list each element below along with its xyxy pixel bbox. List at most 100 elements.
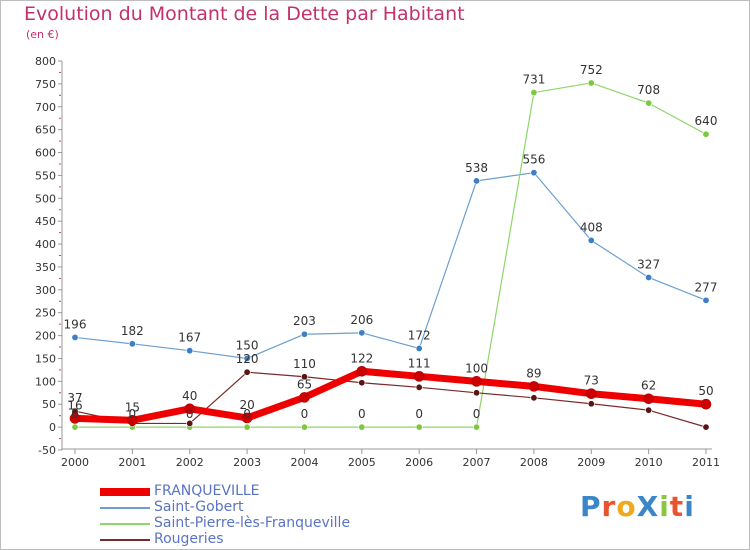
series-point-rougeries xyxy=(530,394,538,402)
series-point-franqueville xyxy=(700,398,712,410)
brand-letter: r xyxy=(601,490,617,523)
legend-item-franqueville: FRANQUEVILLE xyxy=(100,483,420,500)
data-label-saint-pierre-l-s-franqueville: 640 xyxy=(695,114,718,128)
legend-label-rougeries: Rougeries xyxy=(154,531,224,547)
data-label-saint-pierre-l-s-franqueville: 0 xyxy=(415,407,423,421)
data-label-saint-pierre-l-s-franqueville: 0 xyxy=(358,407,366,421)
series-point-saint-gobert xyxy=(358,329,366,337)
series-point-saint-gobert xyxy=(300,330,308,338)
y-tick-label: 600 xyxy=(35,147,56,160)
data-label-franqueville: 100 xyxy=(465,361,488,375)
data-label-rougeries: 110 xyxy=(293,357,316,371)
series-point-saint-pierre-l-s-franqueville xyxy=(530,89,538,97)
x-tick-label: 2008 xyxy=(520,456,548,469)
y-tick-label: 200 xyxy=(35,330,56,343)
legend-label-franqueville: FRANQUEVILLE xyxy=(154,483,260,499)
data-label-saint-gobert: 408 xyxy=(580,220,603,234)
series-point-saint-gobert xyxy=(530,169,538,177)
series-point-franqueville xyxy=(299,392,310,403)
y-tick-label: 750 xyxy=(35,78,56,91)
x-tick-label: 2004 xyxy=(290,456,318,469)
data-label-saint-gobert: 196 xyxy=(64,317,87,331)
legend-label-saint-pierre-l-s-franqueville: Saint-Pierre-lès-Franqueville xyxy=(154,515,351,531)
series-point-saint-pierre-l-s-franqueville xyxy=(300,423,308,431)
y-tick-label: 350 xyxy=(35,261,56,274)
series-line-saint-pierre-l-s-franqueville xyxy=(75,82,707,428)
y-tick-label: 550 xyxy=(35,169,56,182)
data-label-saint-gobert: 327 xyxy=(637,257,660,271)
y-tick-label: -50 xyxy=(38,444,56,457)
series-point-franqueville xyxy=(356,365,368,377)
series-point-saint-gobert xyxy=(71,333,79,341)
y-tick-label: 650 xyxy=(35,124,56,137)
data-label-saint-gobert: 206 xyxy=(350,313,373,327)
data-label-saint-pierre-l-s-franqueville: 708 xyxy=(637,83,660,97)
series-point-franqueville xyxy=(585,388,597,400)
series-point-franqueville xyxy=(184,403,196,415)
chart-subtitle: (en €) xyxy=(26,28,59,41)
series-point-saint-pierre-l-s-franqueville xyxy=(358,423,366,431)
legend-swatch-rougeries xyxy=(100,539,150,541)
data-label-saint-gobert: 182 xyxy=(121,324,144,338)
data-label-saint-gobert: 277 xyxy=(695,280,718,294)
legend-item-saint-pierre-l-s-franqueville: Saint-Pierre-lès-Franqueville xyxy=(100,515,420,532)
data-label-franqueville: 50 xyxy=(698,384,713,398)
x-tick-label: 2006 xyxy=(405,456,433,469)
y-tick-label: 250 xyxy=(35,307,56,320)
series-point-franqueville xyxy=(413,371,425,382)
data-label-franqueville: 65 xyxy=(297,377,312,391)
y-tick-label: 50 xyxy=(42,398,56,411)
data-label-saint-gobert: 172 xyxy=(408,328,431,342)
series-point-saint-gobert xyxy=(128,340,136,348)
data-label-saint-gobert: 538 xyxy=(465,161,488,175)
y-tick-label: 300 xyxy=(35,284,56,297)
data-label-saint-pierre-l-s-franqueville: 0 xyxy=(243,407,251,421)
data-label-saint-pierre-l-s-franqueville: 0 xyxy=(473,407,481,421)
series-point-rougeries xyxy=(358,379,366,387)
series-point-saint-gobert xyxy=(473,177,481,185)
x-tick-label: 2010 xyxy=(635,456,663,469)
y-tick-label: 0 xyxy=(49,421,56,434)
data-label-saint-pierre-l-s-franqueville: 731 xyxy=(522,73,545,87)
series-point-franqueville xyxy=(241,412,253,424)
data-label-saint-pierre-l-s-franqueville: 0 xyxy=(186,407,194,421)
brand-letter: o xyxy=(616,490,637,523)
legend-item-saint-gobert: Saint-Gobert xyxy=(100,499,420,516)
series-point-saint-pierre-l-s-franqueville xyxy=(587,79,595,87)
legend-swatch-franqueville xyxy=(100,488,150,496)
y-tick-label: 450 xyxy=(35,215,56,228)
chart-title: Evolution du Montant de la Dette par Hab… xyxy=(24,3,465,25)
series-point-franqueville xyxy=(471,376,482,387)
series-point-rougeries xyxy=(645,406,653,414)
brand-letter: X xyxy=(636,490,660,523)
series-point-rougeries xyxy=(415,383,423,391)
data-label-saint-gobert: 203 xyxy=(293,314,316,328)
data-label-saint-pierre-l-s-franqueville: 0 xyxy=(129,407,137,421)
series-line-saint-gobert xyxy=(74,172,707,360)
brand-letter: P xyxy=(580,490,602,523)
series-point-saint-gobert xyxy=(186,347,194,355)
data-label-franqueville: 15 xyxy=(125,400,140,414)
data-label-saint-pierre-l-s-franqueville: 752 xyxy=(580,63,603,77)
series-point-rougeries xyxy=(186,419,194,427)
series-point-saint-pierre-l-s-franqueville xyxy=(243,423,251,431)
x-tick-label: 2001 xyxy=(118,456,146,469)
data-label-franqueville: 89 xyxy=(526,366,541,380)
x-tick-label: 2011 xyxy=(692,456,720,469)
data-label-franqueville: 122 xyxy=(350,351,373,365)
x-tick-label: 2003 xyxy=(233,456,261,469)
series-point-franqueville xyxy=(528,381,540,392)
data-label-saint-gobert: 167 xyxy=(178,331,201,345)
brand-logo: ProXiti xyxy=(580,490,695,523)
series-point-rougeries xyxy=(300,373,308,381)
data-label-franqueville: 16 xyxy=(67,398,82,412)
x-tick-label: 2009 xyxy=(577,456,605,469)
legend-swatch-saint-gobert xyxy=(100,507,150,509)
data-label-franqueville: 73 xyxy=(584,374,599,388)
data-label-franqueville: 111 xyxy=(408,356,431,370)
series-point-rougeries xyxy=(587,400,595,408)
series-point-saint-pierre-l-s-franqueville xyxy=(645,99,653,107)
series-point-rougeries xyxy=(702,423,710,431)
y-tick-label: 150 xyxy=(35,352,56,365)
